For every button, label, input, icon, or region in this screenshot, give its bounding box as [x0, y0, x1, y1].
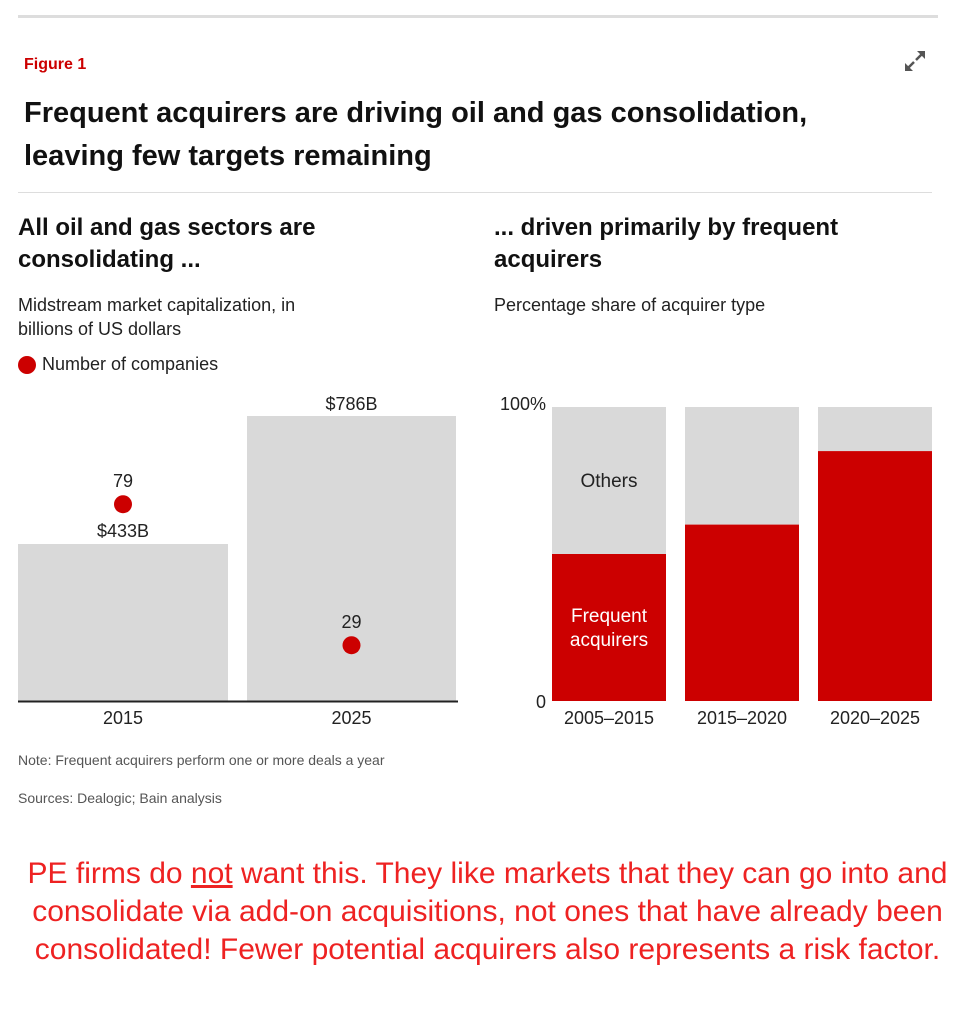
others-bar-2015–2020	[685, 407, 799, 525]
legend: Number of companies	[18, 354, 218, 375]
legend-label: Number of companies	[42, 354, 219, 374]
divider	[18, 192, 932, 193]
series-label-line: Frequent	[571, 606, 648, 627]
company-dot-2015	[114, 495, 132, 514]
x-tick-label: 2015–2020	[697, 708, 787, 728]
comment-before: PE firms do	[27, 857, 191, 890]
x-tick-label: 2020–2025	[830, 708, 920, 728]
right-chart-title: ... driven primarily by frequent acquire…	[494, 214, 839, 273]
frequent-bar-2005–2015	[552, 554, 666, 701]
y-tick-label: 0	[536, 692, 546, 712]
value-label: $433B	[97, 521, 149, 541]
figure-title: Frequent acquirers are driving oil and g…	[24, 97, 808, 172]
frequent-bar-2020–2025	[818, 451, 932, 701]
company-label: 29	[341, 612, 361, 632]
left-chart-subtitle: Midstream market capitalization, in bill…	[18, 295, 296, 339]
value-label: $786B	[325, 394, 377, 414]
top-border	[18, 15, 938, 18]
x-tick-label: 2005–2015	[564, 708, 654, 728]
others-bar-2020–2025	[818, 407, 932, 452]
frequent-bar-2015–2020	[685, 524, 799, 701]
series-label-line: acquirers	[570, 630, 648, 651]
bar-2015	[18, 543, 228, 701]
right-chart-subtitle: Percentage share of acquirer type	[494, 295, 766, 315]
x-tick-label: 2025	[331, 708, 371, 728]
series-label-others: Others	[580, 471, 637, 492]
expand-icon[interactable]	[902, 48, 928, 74]
comment-underlined: not	[190, 857, 233, 890]
comment-after: want this. They like markets that they c…	[32, 857, 948, 966]
company-dot-2025	[342, 636, 361, 655]
company-label: 79	[113, 471, 133, 491]
y-tick-label: 100%	[500, 394, 546, 414]
bar-2025	[247, 416, 456, 701]
figure-label: Figure 1	[24, 56, 87, 73]
left-chart-title: All oil and gas sectors are consolidatin…	[18, 214, 316, 273]
legend-dot-icon	[18, 355, 36, 374]
x-tick-label: 2015	[103, 708, 143, 728]
annotation-comment: PE firms do not want this. They like mar…	[20, 855, 955, 969]
others-bar-2005–2015	[552, 407, 666, 554]
sources: Sources: Dealogic; Bain analysis	[18, 790, 222, 806]
charts-svg: 79 $433B 2015 29 $786B 2025 2005–2015 2015–2020…	[18, 394, 932, 728]
note: Note: Frequent acquirers perform one or …	[18, 752, 385, 768]
series-label-frequent-acquirers: Frequent acquirers	[570, 606, 648, 651]
